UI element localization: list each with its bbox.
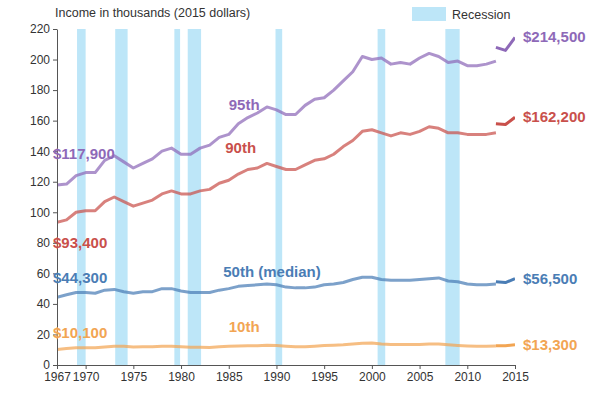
series-line	[57, 127, 496, 223]
series-name: 10th	[229, 318, 260, 335]
series-name: 50th (median)	[223, 263, 321, 280]
series-line	[496, 345, 515, 346]
tick-label: 100	[30, 206, 50, 220]
value-label: $214,500	[523, 28, 586, 45]
tick-label: 180	[30, 83, 50, 97]
recession-band	[188, 29, 201, 365]
series-name: 95th	[229, 96, 260, 113]
tick-label: 1970	[73, 370, 100, 384]
tick-mark	[53, 121, 57, 122]
axis-line	[58, 365, 516, 366]
tick-mark	[181, 365, 182, 369]
tick-mark	[133, 365, 134, 369]
labels: 95th $117,900 $214,500 90th $93,400 $162,200 5…	[53, 28, 586, 352]
tick-mark	[229, 365, 230, 369]
recession-band	[77, 29, 86, 365]
tick-label: 120	[30, 175, 50, 189]
series-line	[496, 37, 515, 50]
value-label: $162,200	[523, 108, 586, 125]
tick-label: 2005	[407, 370, 434, 384]
tick: 1980	[168, 365, 195, 384]
y-axis: 0 20 40 60 80 100 120 140 160 180 200 220	[30, 22, 58, 372]
tick: 1990	[264, 365, 291, 384]
tick-label: 160	[30, 114, 50, 128]
tick: 120	[30, 175, 57, 189]
tick-mark	[86, 365, 87, 369]
axis-line	[57, 30, 58, 366]
tick-mark	[53, 90, 57, 91]
tick-label: 40	[37, 297, 51, 311]
tick-mark	[53, 365, 57, 366]
tick-label: 1975	[120, 370, 147, 384]
recession-band	[378, 29, 386, 365]
tick: 1985	[216, 365, 243, 384]
tick-label: 1985	[216, 370, 243, 384]
tick-label: 200	[30, 53, 50, 67]
tick-label: 2000	[359, 370, 386, 384]
plot-area	[57, 29, 515, 365]
tick-mark	[324, 365, 325, 369]
series-line	[57, 343, 496, 350]
recession-band	[276, 29, 283, 365]
tick: 2015	[502, 365, 529, 384]
tick: 40	[37, 297, 57, 311]
tick-label: 2015	[502, 370, 529, 384]
tick-mark	[53, 304, 57, 305]
tick: 1970	[73, 365, 100, 384]
value-label: $44,300	[53, 269, 107, 286]
tick-mark	[53, 29, 57, 30]
series-line	[57, 277, 496, 297]
tick-mark	[372, 365, 373, 369]
tick-label: 1980	[168, 370, 195, 384]
series-line	[496, 117, 515, 124]
tick: 2010	[454, 365, 481, 384]
tick-label: 2010	[454, 370, 481, 384]
tick: 100	[30, 206, 57, 220]
tick-mark	[57, 365, 58, 369]
tick-mark	[276, 365, 277, 369]
legend-swatch	[412, 7, 446, 21]
tick-mark	[420, 365, 421, 369]
legend: Recession	[412, 7, 510, 22]
tick-mark	[53, 182, 57, 183]
tick-label: 0	[43, 358, 50, 372]
value-label: $93,400	[53, 234, 107, 251]
tick-label: 20	[37, 328, 51, 342]
tick-label: 140	[30, 145, 50, 159]
tick: 160	[30, 114, 57, 128]
tick-mark	[467, 365, 468, 369]
series-name: 90th	[225, 139, 256, 156]
recession-band	[445, 29, 459, 365]
value-label: $10,100	[53, 324, 107, 341]
tick: 2005	[407, 365, 434, 384]
tick-mark	[515, 365, 516, 369]
value-label: $13,300	[523, 336, 577, 353]
tick-label: 60	[37, 267, 51, 281]
tick: 1975	[120, 365, 147, 384]
tick: 0	[43, 358, 57, 372]
tick: 2000	[359, 365, 386, 384]
tick-label: 1995	[311, 370, 338, 384]
tick-label: 220	[30, 22, 50, 36]
value-label: $56,500	[523, 270, 577, 287]
x-axis: 1967197019751980198519901995200020052010…	[44, 365, 529, 384]
recession-band	[174, 29, 180, 365]
tick: 1995	[311, 365, 338, 384]
chart: Income in thousands (2015 dollars) Recess…	[0, 0, 600, 397]
tick-mark	[53, 60, 57, 61]
value-label: $117,900	[53, 145, 115, 162]
tick: 180	[30, 83, 57, 97]
legend-label: Recession	[452, 8, 510, 22]
tick-mark	[53, 212, 57, 213]
tick-label: 1990	[264, 370, 291, 384]
tick: 200	[30, 53, 57, 67]
tick-label: 80	[37, 236, 51, 250]
tick: 220	[30, 22, 57, 36]
y-axis-title: Income in thousands (2015 dollars)	[55, 6, 250, 20]
series-line	[496, 279, 515, 283]
